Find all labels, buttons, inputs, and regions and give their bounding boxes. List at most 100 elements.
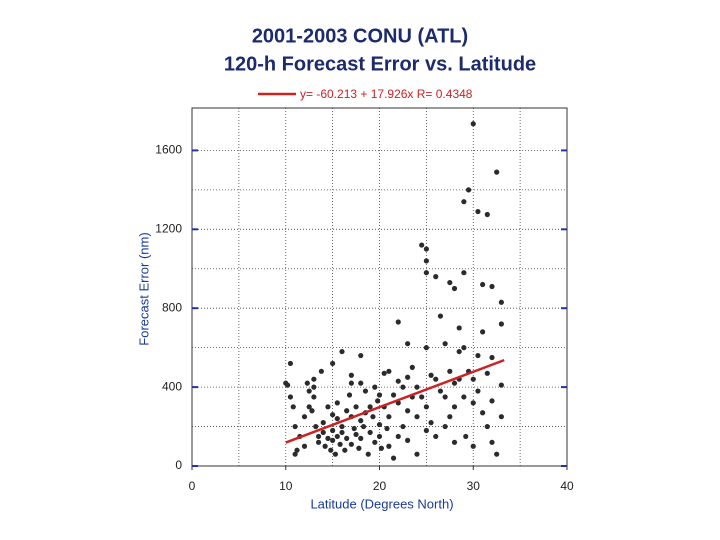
- point: [447, 414, 453, 420]
- point: [423, 427, 429, 434]
- point: [294, 447, 300, 453]
- point: [428, 372, 434, 378]
- point: [365, 451, 371, 457]
- point: [480, 281, 486, 288]
- point: [463, 433, 469, 440]
- point: [470, 121, 476, 127]
- point: [334, 400, 340, 406]
- point: [306, 388, 312, 394]
- point: [378, 445, 384, 451]
- point: [405, 374, 411, 380]
- point: [325, 404, 331, 410]
- point: [386, 443, 392, 449]
- point: [451, 285, 458, 292]
- point: [328, 447, 334, 453]
- point: [405, 408, 411, 414]
- point: [339, 429, 345, 436]
- point: [356, 445, 362, 451]
- x-axis-label: Latitude (Degrees North): [310, 496, 453, 511]
- point: [330, 427, 336, 434]
- point: [484, 423, 490, 430]
- point: [470, 443, 476, 449]
- point: [301, 443, 308, 449]
- point: [386, 414, 392, 420]
- point: [451, 380, 458, 386]
- point: [390, 392, 397, 398]
- point: [437, 313, 444, 319]
- point: [292, 423, 298, 430]
- point: [442, 341, 448, 347]
- point: [423, 246, 429, 252]
- point: [304, 380, 310, 386]
- point: [465, 187, 472, 193]
- point: [375, 398, 381, 404]
- point: [442, 394, 448, 400]
- point: [414, 384, 420, 390]
- point: [433, 433, 439, 440]
- point: [315, 439, 322, 445]
- point: [358, 418, 364, 424]
- point: [461, 199, 467, 205]
- point: [330, 437, 336, 443]
- point: [414, 414, 420, 420]
- point: [400, 423, 406, 430]
- point: [362, 388, 369, 394]
- point: [498, 299, 504, 305]
- point: [370, 414, 376, 420]
- point: [419, 242, 425, 248]
- point: [484, 211, 490, 218]
- point: [320, 429, 326, 436]
- point: [376, 392, 383, 398]
- point: [395, 319, 401, 325]
- point: [405, 341, 411, 347]
- point: [475, 208, 481, 215]
- point: [372, 384, 378, 390]
- point: [423, 270, 429, 276]
- y-tick-label: 1600: [155, 143, 182, 157]
- point: [367, 429, 373, 436]
- point: [306, 404, 312, 410]
- legend-label: y= -60.213 + 17.926x R= 0.4348: [300, 87, 473, 101]
- point: [400, 384, 406, 390]
- point: [498, 382, 504, 388]
- point: [451, 439, 458, 445]
- point: [395, 378, 401, 384]
- point: [311, 384, 317, 390]
- point: [287, 360, 294, 367]
- point: [337, 441, 343, 447]
- point: [480, 410, 486, 416]
- point: [405, 437, 411, 443]
- point: [358, 380, 364, 386]
- point: [348, 380, 354, 386]
- point: [442, 423, 448, 430]
- point: [372, 439, 378, 445]
- point: [484, 370, 490, 376]
- point: [376, 421, 383, 428]
- point: [290, 404, 296, 410]
- point: [447, 279, 453, 286]
- point: [287, 394, 294, 400]
- point: [353, 431, 359, 438]
- point: [381, 370, 387, 376]
- point: [409, 364, 415, 370]
- point: [358, 352, 364, 359]
- y-tick-label: 1200: [155, 221, 182, 235]
- point: [311, 394, 317, 400]
- point: [339, 348, 345, 355]
- y-tick-label: 0: [175, 458, 182, 472]
- point: [344, 435, 350, 441]
- plot-frame: [191, 107, 568, 467]
- point: [330, 360, 336, 367]
- point: [311, 376, 317, 382]
- chart-subtitle: 120-h Forecast Error vs. Latitude: [224, 53, 536, 75]
- point: [292, 451, 298, 457]
- point: [480, 329, 486, 335]
- point: [346, 392, 353, 398]
- x-tick-label: 20: [373, 479, 387, 493]
- x-tick-label: 40: [560, 479, 574, 493]
- point: [358, 435, 364, 441]
- point: [470, 400, 476, 406]
- point: [285, 382, 291, 388]
- point: [437, 388, 444, 394]
